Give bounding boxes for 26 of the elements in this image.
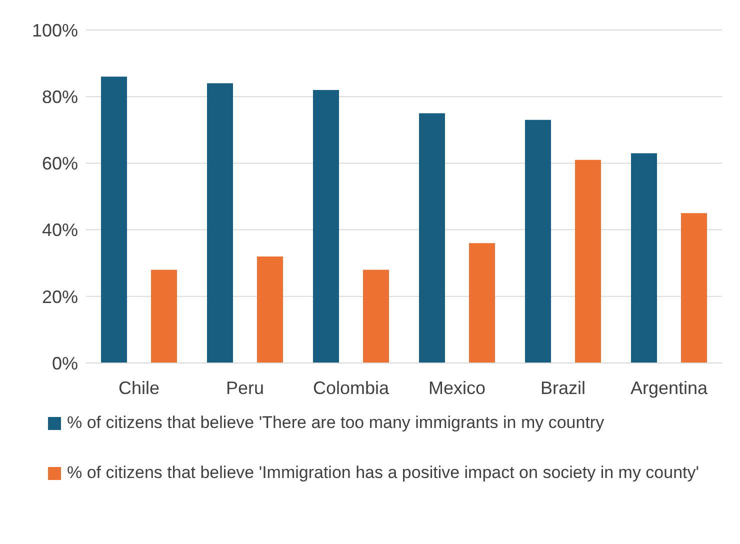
- bar: [469, 243, 495, 363]
- x-tick-label: Argentina: [630, 378, 709, 398]
- bar: [313, 90, 339, 363]
- x-tick-label: Mexico: [428, 378, 486, 398]
- bar: [257, 256, 283, 363]
- bar: [363, 270, 389, 363]
- bar: [631, 153, 657, 363]
- bar: [525, 120, 551, 363]
- x-tick-label: Colombia: [312, 378, 390, 398]
- bar: [101, 76, 127, 363]
- y-tick-label: 0%: [52, 353, 78, 374]
- y-tick-label: 60%: [42, 154, 78, 174]
- x-tick-label: Brazil: [540, 378, 586, 398]
- x-tick-label: Peru: [226, 378, 264, 398]
- y-tick-label: 80%: [42, 86, 78, 107]
- bar: [207, 83, 233, 363]
- y-tick-label: 100%: [32, 20, 78, 40]
- bar: [151, 270, 177, 363]
- bar: [419, 113, 445, 363]
- legend-label: % of citizens that believe 'There are too many immigrants in my country: [67, 413, 604, 433]
- x-tick-label: Chile: [118, 378, 160, 398]
- y-tick-label: 40%: [42, 220, 78, 240]
- bar: [575, 160, 601, 363]
- legend-label: % of citizens that believe 'Immigration has a positive impact on society in my county': [67, 463, 699, 483]
- y-tick-label: 20%: [42, 286, 78, 307]
- bar: [681, 213, 707, 363]
